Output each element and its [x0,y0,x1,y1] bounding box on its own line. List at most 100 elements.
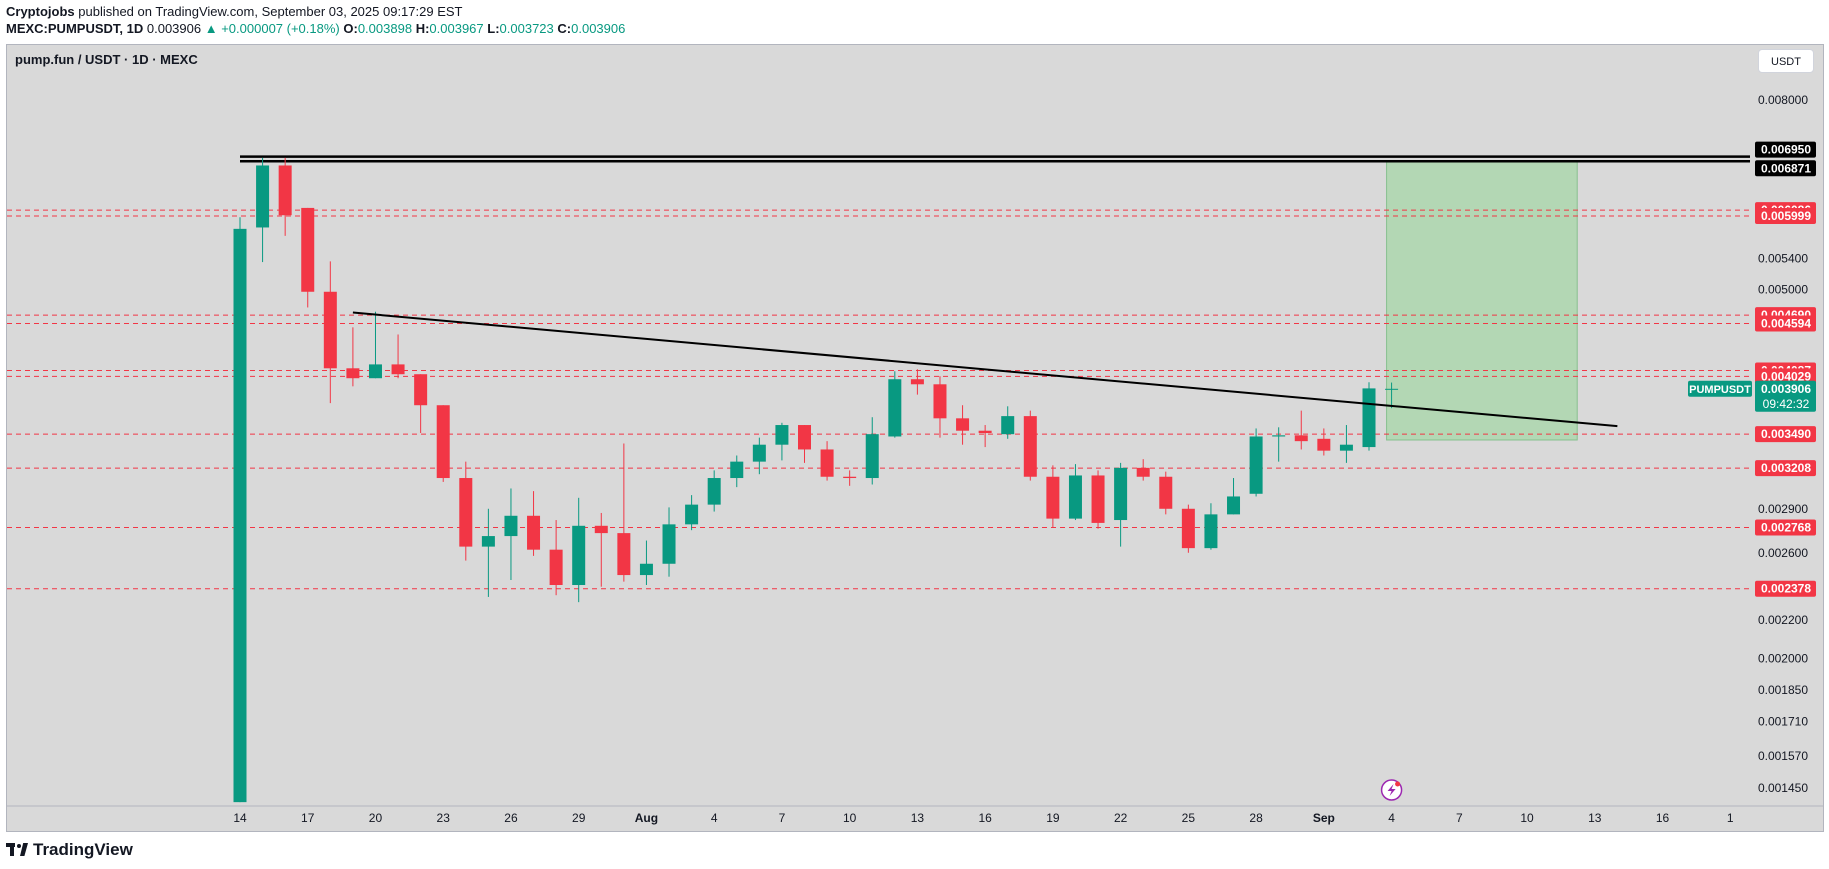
price-change: ▲ +0.000007 (+0.18%) [204,21,340,36]
x-tick-label: 7 [779,811,786,825]
resistance-price-label-0-text: 0.006950 [1761,143,1811,157]
level-price-label-1-text: 0.005999 [1761,209,1811,223]
open-value: 0.003898 [357,21,413,36]
level-price-label-7-box [1755,460,1816,477]
publish-info: published on TradingView.com, September … [78,4,463,19]
x-tick-label: 10 [1520,811,1534,825]
author-name[interactable]: Cryptojobs [6,4,75,19]
candle-body-49 [1339,444,1353,451]
x-tick-label: 1 [1727,811,1734,825]
candle-body-29 [888,379,902,437]
y-tick-label: 0.005400 [1758,251,1808,265]
candle-body-41 [1159,476,1173,509]
ticker-tag-box [1688,380,1752,397]
x-tick-label: 26 [504,811,518,825]
candle-body-15 [572,525,586,586]
x-tick-label: 16 [978,811,992,825]
x-tick-label: 14 [233,811,247,825]
x-tick-label: 16 [1656,811,1670,825]
x-tick-label: 13 [1588,811,1602,825]
x-tick-label: 19 [1046,811,1060,825]
candle-body-0 [233,228,247,803]
ohlc-line: MEXC:PUMPUSDT, 1D 0.003906 ▲ +0.000007 (… [6,21,625,36]
candle-body-33 [978,430,992,434]
x-tick-label: 4 [711,811,718,825]
candle-body-20 [685,504,699,525]
level-price-label-3-text: 0.004594 [1761,316,1811,330]
x-tick-label: 29 [572,811,586,825]
candle-body-2 [278,165,292,216]
x-tick-label: 23 [437,811,451,825]
tradingview-logo-icon [6,843,28,857]
candle-body-22 [730,461,744,479]
level-price-label-1-box [1755,207,1816,224]
candle-body-31 [933,384,947,419]
candle-body-24 [775,425,789,445]
y-tick-label: 0.001850 [1758,683,1808,697]
candle-body-3 [301,207,315,292]
candle-body-30 [910,379,924,385]
live-price-box [1755,380,1816,412]
candle-body-26 [820,449,834,477]
candle-body-14 [549,549,563,586]
level-price-label-5-box [1755,368,1816,385]
resistance-price-label-0-box [1755,141,1816,158]
x-tick-label: 10 [843,811,857,825]
candle-body-37 [1068,475,1082,519]
level-price-label-6-box [1755,426,1816,443]
candle-body-17 [617,533,631,576]
x-tick-label: 22 [1114,811,1128,825]
y-tick-label: 0.001570 [1758,749,1808,763]
high-value: 0.003967 [429,21,484,36]
countdown-text: 09:42:32 [1763,397,1810,411]
x-tick-label: 7 [1456,811,1463,825]
event-dot [1395,781,1401,787]
x-tick-label: 17 [301,811,315,825]
level-price-label-8-text: 0.002768 [1761,521,1811,535]
candle-body-43 [1204,514,1218,549]
y-tick-label: 0.001710 [1758,715,1808,729]
level-price-label-9-box [1755,580,1816,597]
level-price-label-6-text: 0.003490 [1761,427,1811,441]
candle-body-36 [1046,476,1060,519]
tradingview-brand[interactable]: TradingView [6,840,133,860]
ticker-tag-text: PUMPUSDT [1689,384,1751,396]
candle-body-1 [256,165,270,228]
candle-body-16 [594,525,608,534]
level-price-label-3-box [1755,315,1816,332]
chart-symbol-title: pump.fun / USDT · 1D · MEXC [15,52,198,67]
brand-name: TradingView [33,840,133,859]
level-price-label-9-text: 0.002378 [1761,582,1811,596]
x-tick-label: 20 [369,811,383,825]
resistance-price-label-1-text: 0.006871 [1761,161,1811,175]
candle-body-9 [436,405,450,479]
candle-body-6 [368,364,382,379]
candle-body-11 [481,536,495,547]
live-price-text: 0.003906 [1761,382,1811,396]
low-value: 0.003723 [499,21,554,36]
y-tick-label: 0.002900 [1758,502,1808,516]
last-price: 0.003906 [146,21,202,36]
level-price-label-8-box [1755,519,1816,536]
candle-body-5 [346,368,360,379]
descending-trendline [352,311,1618,428]
y-tick-label: 0.002000 [1758,651,1808,665]
lightning-bolt-glyph [1387,784,1396,796]
candle-body-40 [1136,467,1150,477]
level-price-label-7-text: 0.003208 [1761,461,1811,475]
candle-body-21 [707,478,721,505]
candle-body-44 [1227,496,1241,515]
candle-body-19 [662,524,676,564]
close-label: C: [557,21,572,36]
low-label: L: [487,21,500,36]
candle-body-8 [414,374,428,406]
candle-body-27 [843,476,857,479]
currency-button[interactable]: USDT [1758,49,1814,73]
candle-body-42 [1181,508,1195,549]
candle-body-46 [1272,435,1286,437]
y-tick-label: 0.008000 [1758,93,1808,107]
y-tick-label: 0.005000 [1758,282,1808,296]
candle-body-32 [956,418,970,431]
candle-body-50 [1362,388,1376,448]
